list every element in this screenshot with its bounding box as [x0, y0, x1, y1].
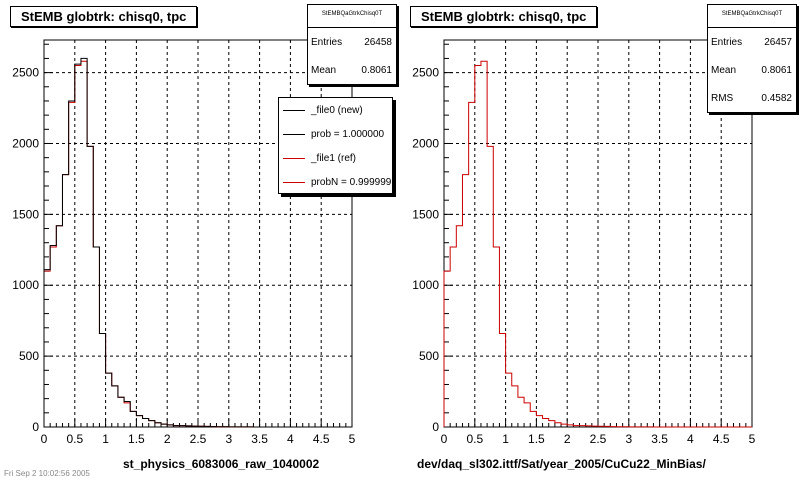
legend-item-file0: _file0 (new): [279, 98, 392, 122]
right-stats-entries-label: Entries: [711, 36, 743, 48]
x-tick-label: 1: [102, 432, 109, 446]
y-tick-label: 1000: [412, 278, 439, 292]
right-stats-mean: Mean 0.8061: [708, 56, 796, 84]
right-stats-box: StEMBQaGtrkChisq0T Entries 26457 Mean 0.…: [707, 4, 797, 113]
right-chart-title: StEMB globtrk: chisq0, tpc: [410, 6, 598, 27]
x-tick-label: 0.5: [466, 432, 483, 446]
left-stats-entries-label: Entries: [311, 36, 343, 48]
x-tick-label: 5: [749, 432, 756, 446]
left-stats-entries: Entries 26458: [308, 28, 396, 56]
legend-label-probn: probN = 0.999999: [311, 176, 392, 188]
x-tick-label: 2.5: [590, 432, 607, 446]
right-stats-entries: Entries 26457: [708, 28, 796, 56]
x-tick-label: 3: [625, 432, 632, 446]
legend-item-probn: probN = 0.999999: [279, 170, 392, 193]
x-tick-label: 2: [564, 432, 571, 446]
left-pad: 0 0.5 1 1.5 2 2.5 3 3.5 4 4.5 5 0 500 1000 1500 2000 250…: [10, 4, 397, 471]
left-stats-mean-value: 0.8061: [361, 64, 392, 76]
x-tick-label: 0: [441, 432, 448, 446]
left-x-axis-title: st_physics_6083006_raw_1040002: [123, 457, 320, 471]
y-tick-label: 0: [32, 420, 39, 434]
right-pad: 0 0.5 1 1.5 2 2.5 3 3.5 4 4.5 5 0 500 1000 1500 2000 250…: [400, 0, 800, 480]
x-tick-label: 0.5: [66, 432, 83, 446]
right-stats-rms: RMS 0.4582: [708, 84, 796, 112]
left-chart-title: StEMB globtrk: chisq0, tpc: [10, 6, 198, 27]
y-tick-label: 1500: [412, 207, 439, 221]
legend-item-file1: _file1 (ref): [279, 146, 392, 170]
y-tick-label: 500: [19, 349, 39, 363]
y-tick-label: 2500: [412, 66, 439, 80]
x-tick-label: 2: [164, 432, 171, 446]
right-histogram-plot: 0 0.5 1 1.5 2 2.5 3 3.5 4 4.5 5 0 500 1000 1500 2000 250…: [412, 39, 756, 446]
right-stats-mean-value: 0.8061: [761, 64, 792, 76]
x-tick-label: 4: [687, 432, 694, 446]
right-stats-mean-label: Mean: [711, 64, 737, 76]
right-stats-entries-value: 26457: [764, 36, 792, 48]
legend-label-file0: _file0 (new): [311, 104, 363, 116]
legend-label-file1: _file1 (ref): [311, 152, 357, 164]
x-tick-label: 3.5: [651, 432, 668, 446]
y-tick-label: 0: [432, 420, 439, 434]
legend-label-prob: prob = 1.000000: [311, 128, 385, 140]
x-tick-label: 2.5: [190, 432, 207, 446]
x-tick-label: 0: [41, 432, 48, 446]
right-x-axis-title: dev/daq_sl302.ittf/Sat/year_2005/CuCu22_…: [417, 457, 706, 471]
x-tick-label: 5: [349, 432, 356, 446]
histogram-series-0: [43, 57, 352, 428]
y-tick-label: 1500: [12, 207, 39, 221]
y-tick-label: 2500: [12, 66, 39, 80]
legend-item-prob: prob = 1.000000: [279, 122, 392, 146]
left-stats-entries-value: 26458: [364, 36, 392, 48]
x-tick-label: 1.5: [128, 432, 145, 446]
y-tick-label: 2000: [12, 136, 39, 150]
x-tick-label: 4: [287, 432, 294, 446]
histogram-series-0: [443, 60, 752, 428]
left-stats-mean: Mean 0.8061: [308, 56, 396, 84]
x-tick-label: 1.5: [528, 432, 545, 446]
left-stats-mean-label: Mean: [311, 64, 337, 76]
comparison-legend: _file0 (new) prob = 1.000000 _file1 (ref…: [278, 97, 393, 194]
y-tick-label: 1000: [12, 278, 39, 292]
y-tick-label: 500: [419, 349, 439, 363]
x-tick-label: 4.5: [313, 432, 330, 446]
y-tick-label: 2000: [412, 136, 439, 150]
right-stats-rms-value: 0.4582: [761, 92, 792, 104]
right-stats-header: StEMBQaGtrkChisq0T: [708, 5, 796, 28]
x-tick-label: 1: [502, 432, 509, 446]
left-stats-box: StEMBQaGtrkChisq0T Entries 26458 Mean 0.…: [307, 4, 397, 85]
footer-timestamp: Fri Sep 2 10:02:56 2005: [4, 469, 90, 478]
x-tick-label: 3.5: [251, 432, 268, 446]
x-tick-label: 4.5: [713, 432, 730, 446]
left-stats-header: StEMBQaGtrkChisq0T: [308, 5, 396, 28]
right-stats-rms-label: RMS: [711, 92, 734, 104]
x-tick-label: 3: [225, 432, 232, 446]
